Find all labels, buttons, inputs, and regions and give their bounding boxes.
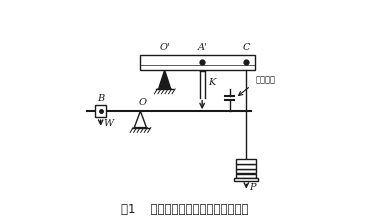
Bar — [95, 105, 106, 117]
Text: K: K — [208, 78, 215, 87]
Polygon shape — [134, 111, 146, 128]
Text: P: P — [249, 183, 255, 192]
Bar — [236, 169, 256, 173]
Text: O: O — [139, 98, 146, 107]
Text: 限位螺钉: 限位螺钉 — [255, 75, 275, 84]
Polygon shape — [159, 70, 171, 89]
Text: A': A' — [197, 43, 207, 52]
Bar — [236, 159, 256, 164]
Text: 图1    机械杠杆二次加码称量机构简图: 图1 机械杠杆二次加码称量机构简图 — [121, 203, 248, 216]
Bar — [236, 164, 256, 168]
Text: C: C — [242, 43, 250, 52]
Bar — [234, 178, 258, 181]
Text: B: B — [97, 94, 104, 103]
Bar — [236, 174, 256, 178]
Text: O': O' — [159, 43, 170, 52]
Bar — [140, 55, 255, 70]
Text: W: W — [103, 119, 113, 128]
